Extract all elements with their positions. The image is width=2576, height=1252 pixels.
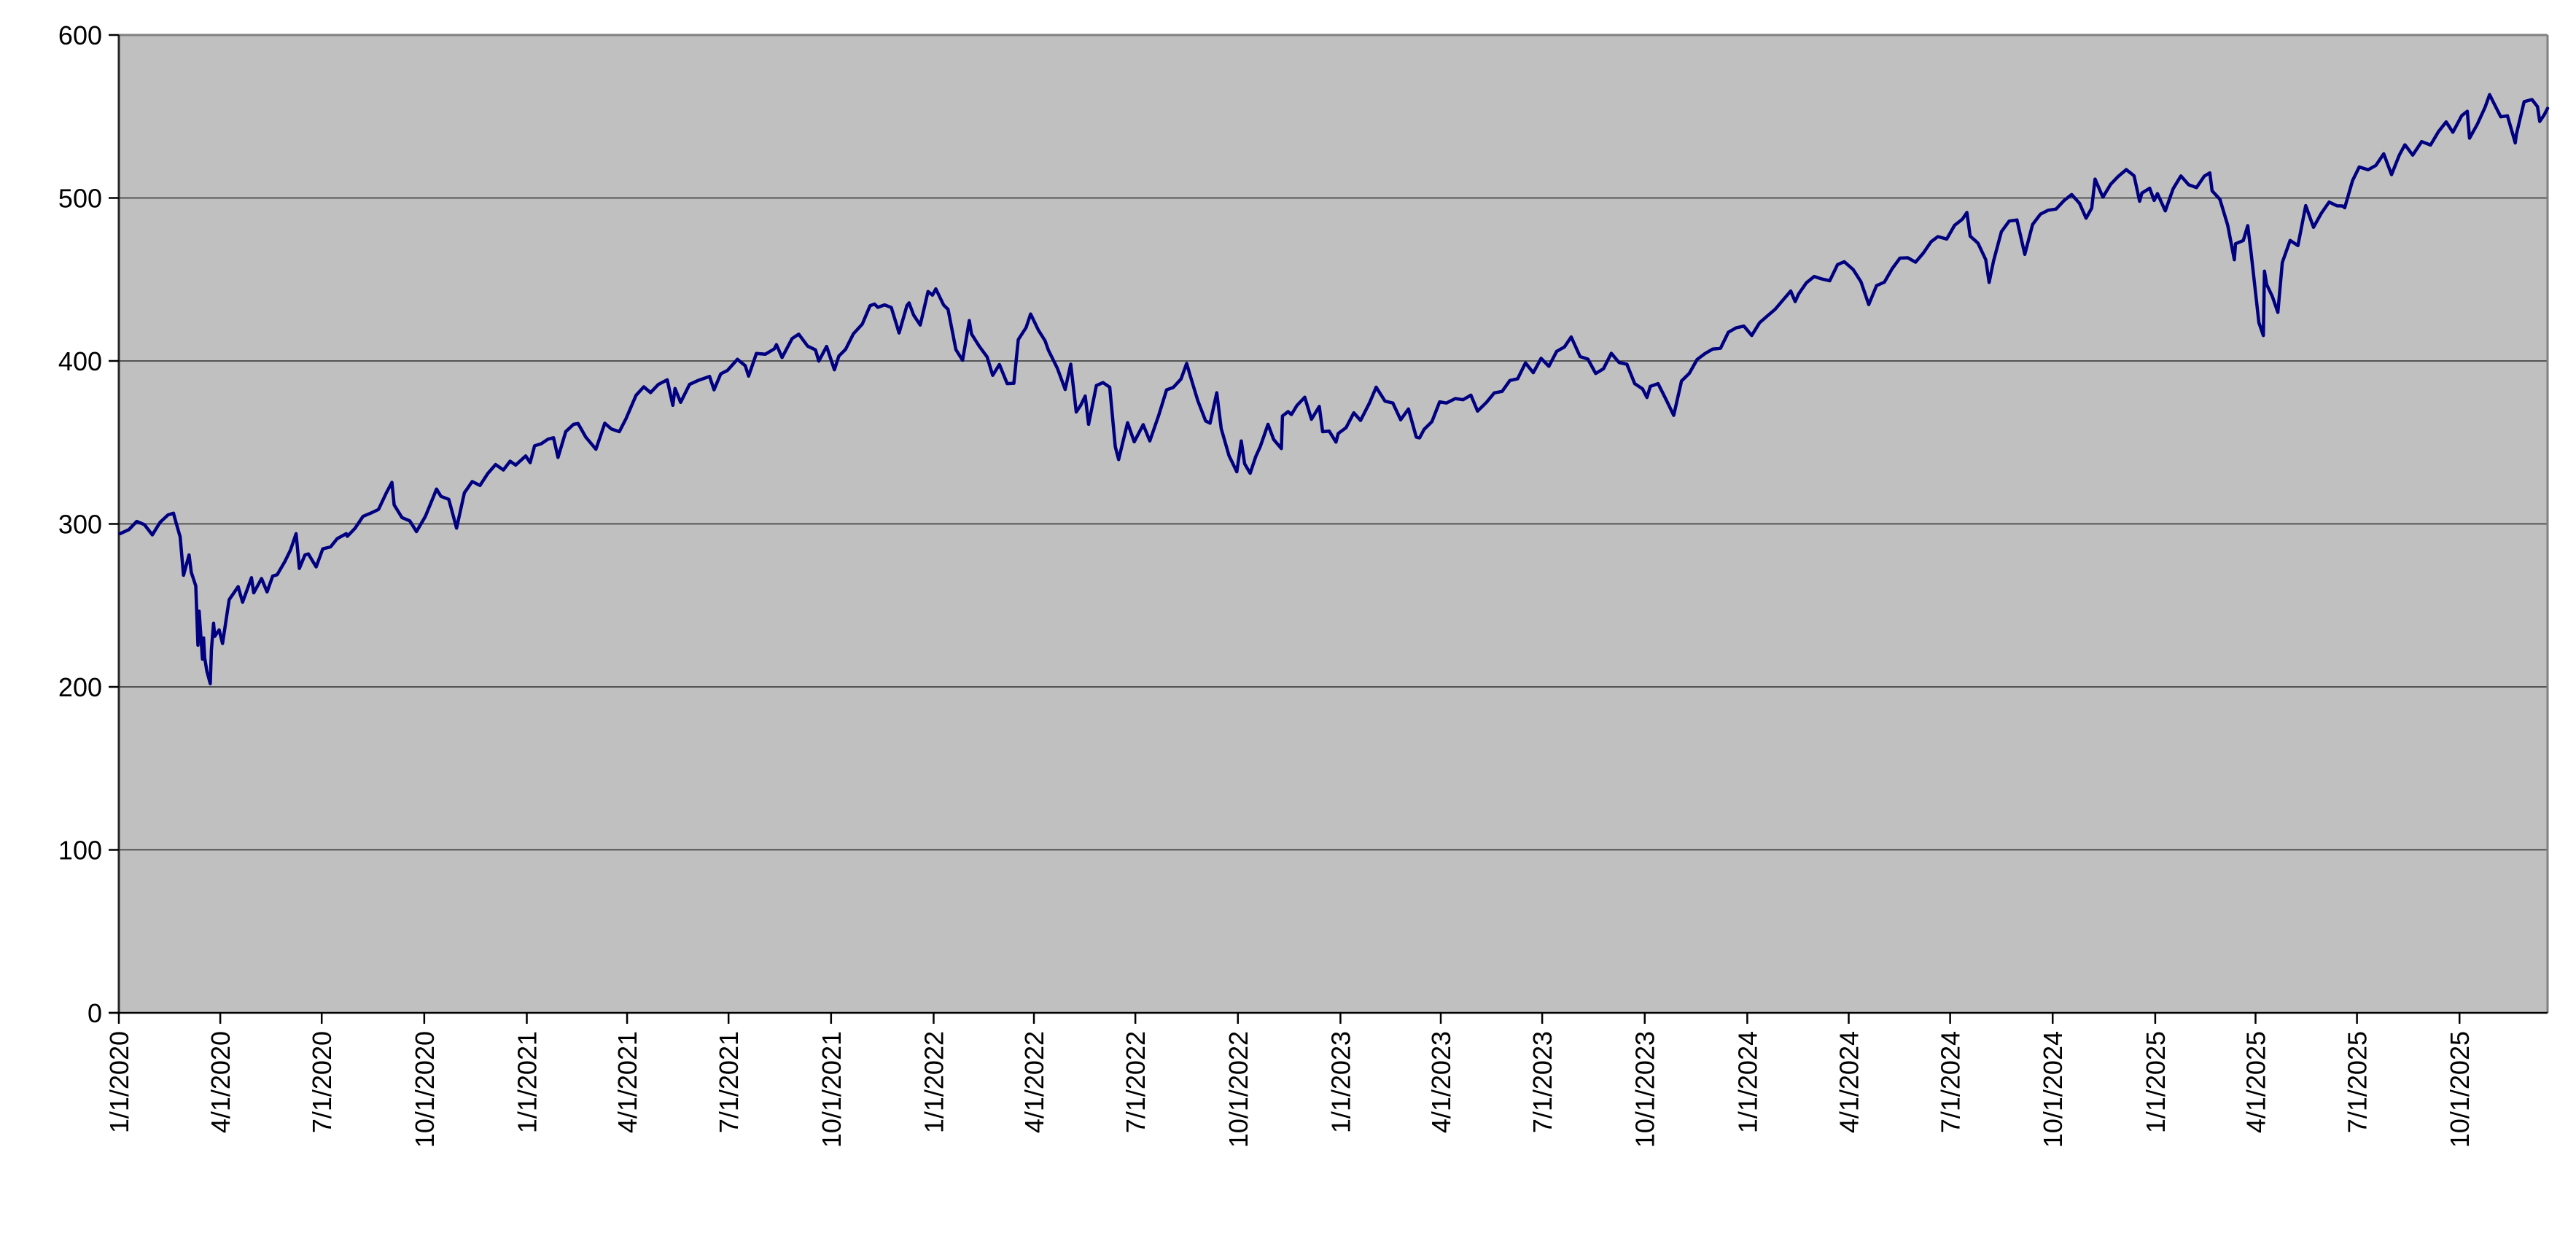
x-axis-label: 4/1/2022 [1019, 1031, 1049, 1133]
x-axis-label: 7/1/2020 [307, 1031, 337, 1133]
x-axis-label: 1/1/2024 [1732, 1031, 1762, 1133]
x-axis-label: 1/1/2020 [104, 1031, 134, 1133]
x-axis-label: 10/1/2022 [1223, 1031, 1253, 1148]
x-axis-label: 10/1/2024 [2038, 1031, 2068, 1148]
x-axis-label: 4/1/2024 [1834, 1031, 1864, 1133]
y-axis-label: 300 [58, 509, 102, 539]
y-axis-label: 500 [58, 183, 102, 213]
x-axis-label: 1/1/2021 [512, 1031, 542, 1133]
x-axis-label: 10/1/2023 [1630, 1031, 1660, 1148]
x-axis-label: 4/1/2023 [1426, 1031, 1456, 1133]
x-axis-label: 10/1/2025 [2445, 1031, 2475, 1148]
x-axis-label: 10/1/2021 [817, 1031, 847, 1148]
y-axis-label: 0 [87, 998, 102, 1028]
x-axis-label: 4/1/2020 [206, 1031, 236, 1133]
y-axis-label: 400 [58, 346, 102, 376]
x-axis-label: 7/1/2025 [2343, 1031, 2373, 1133]
x-axis-label: 1/1/2022 [919, 1031, 949, 1133]
x-axis-label: 1/1/2025 [2141, 1031, 2171, 1133]
x-axis-label: 7/1/2023 [1528, 1031, 1557, 1133]
price-line [118, 93, 2550, 685]
x-axis-label: 10/1/2020 [410, 1031, 440, 1148]
x-axis-label: 7/1/2022 [1121, 1031, 1151, 1133]
y-axis-label: 600 [58, 20, 102, 50]
x-axis-label: 1/1/2023 [1326, 1031, 1355, 1133]
x-axis-label: 7/1/2021 [714, 1031, 744, 1133]
x-axis-label: 7/1/2024 [1936, 1031, 1966, 1133]
y-axis-label: 100 [58, 835, 102, 865]
x-axis-label: 4/1/2025 [2241, 1031, 2270, 1133]
y-axis-label: 200 [58, 672, 102, 702]
x-axis-label: 4/1/2021 [612, 1031, 642, 1133]
